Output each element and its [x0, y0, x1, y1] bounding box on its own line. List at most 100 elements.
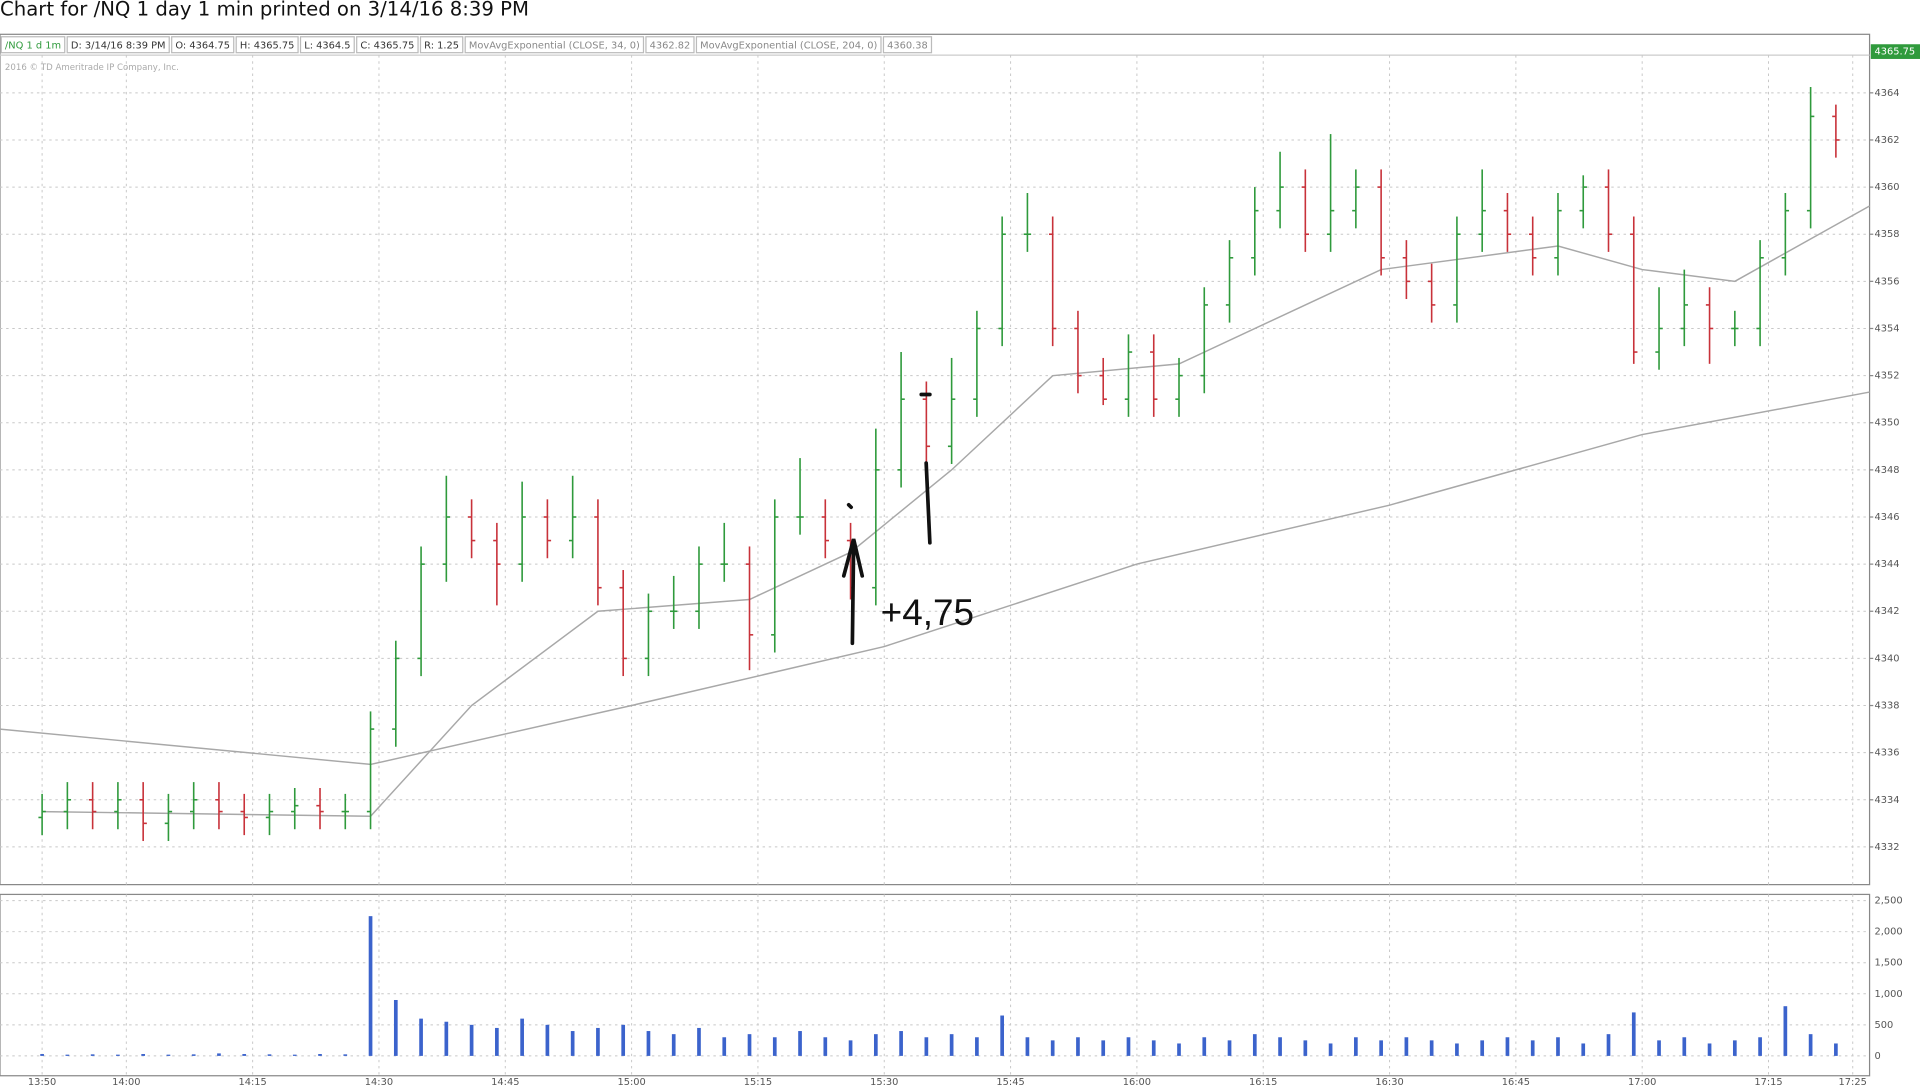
- volume-bar: [1328, 1043, 1333, 1056]
- info-box: [171, 36, 235, 54]
- copyright: 2016 © TD Ameritrade IP Company, Inc.: [5, 63, 179, 73]
- volume-bar: [242, 1054, 247, 1056]
- volume-bar: [1126, 1037, 1131, 1056]
- x-tick-label: 15:45: [996, 1077, 1024, 1088]
- ohlc-bar: [1427, 263, 1436, 323]
- ohlc-bar: [1301, 169, 1310, 252]
- ohlc-bar: [291, 787, 299, 830]
- volume-bar: [1025, 1037, 1030, 1056]
- info-item: D: 3/14/16 8:39 PM: [71, 40, 166, 51]
- ohlc-bar: [114, 782, 122, 830]
- volume-bar: [975, 1037, 979, 1056]
- y-tick-label: 4348: [1874, 465, 1899, 476]
- volume-bar: [823, 1037, 828, 1056]
- info-item: L: 4364.5: [304, 40, 350, 51]
- volume-bar: [1783, 1006, 1788, 1056]
- volume-bar: [267, 1054, 272, 1056]
- x-tick-label: 16:45: [1502, 1077, 1530, 1088]
- ohlc-bar: [543, 499, 552, 559]
- ohlc-bar: [1200, 287, 1208, 394]
- volume-bar: [1101, 1040, 1106, 1056]
- ohlc-bar: [1630, 216, 1638, 364]
- info-item: 4362.82: [650, 40, 691, 51]
- volume-bar: [1177, 1043, 1181, 1056]
- info-item: 4360.38: [887, 40, 928, 51]
- x-tick-label: 17:00: [1628, 1077, 1656, 1088]
- volume-bar: [1732, 1040, 1737, 1056]
- y-tick-label: 4360: [1874, 182, 1899, 193]
- volume-bar: [1303, 1040, 1308, 1056]
- ohlc-bar: [1655, 287, 1663, 370]
- volume-bar: [949, 1034, 954, 1056]
- ohlc-bar: [1680, 269, 1688, 347]
- x-tick-label: 14:15: [238, 1077, 266, 1088]
- y-tick-label: 4340: [1874, 653, 1899, 664]
- stroke-mark: [924, 461, 932, 545]
- volume-bar: [444, 1021, 449, 1056]
- ohlc-bar: [897, 352, 905, 488]
- y-tick-label: 4352: [1874, 371, 1899, 382]
- ohlc-bar: [1048, 216, 1057, 347]
- ohlc-bar: [973, 310, 981, 417]
- volume-bar: [646, 1031, 651, 1056]
- info-item: R: 1.25: [424, 40, 459, 51]
- last-price-marker: [1870, 44, 1920, 59]
- ohlc-bar: [568, 475, 577, 559]
- volume-bar: [798, 1031, 802, 1056]
- moving-average: [0, 391, 1870, 766]
- dot-mark: [846, 392, 932, 510]
- ohlc-bar: [240, 793, 248, 836]
- y-tick-label: 4358: [1874, 229, 1899, 240]
- y-tick-label: 4350: [1874, 418, 1899, 429]
- volume-bar: [1050, 1040, 1055, 1056]
- y-tick-label: 4344: [1874, 559, 1899, 570]
- ohlc-bar: [1832, 104, 1840, 158]
- page-title: Chart for /NQ 1 day 1 min printed on 3/1…: [0, 0, 529, 20]
- info-box: [882, 36, 933, 54]
- ohlc-bar: [619, 570, 627, 677]
- x-tick-label: 15:30: [870, 1077, 898, 1088]
- x-tick-label: 13:50: [28, 1077, 56, 1088]
- hand-annotation: [841, 392, 932, 646]
- volume-bar: [40, 1054, 44, 1056]
- info-box: [419, 36, 464, 54]
- ohlc-bar: [1478, 169, 1486, 252]
- volume-bar: [924, 1037, 929, 1056]
- moving-average: [42, 205, 1870, 817]
- ohlc-bar: [1731, 310, 1739, 347]
- volume-bar: [318, 1054, 322, 1056]
- volume-bar: [495, 1027, 499, 1056]
- ohlc-bar: [998, 216, 1006, 347]
- ohlc-bar: [467, 499, 476, 559]
- volume-bar: [90, 1054, 95, 1056]
- volume-bar: [166, 1054, 171, 1056]
- volume-bar: [1480, 1040, 1485, 1056]
- volume-bar: [1556, 1037, 1560, 1056]
- volume-bar: [747, 1034, 752, 1056]
- y-tick-label: 4364: [1874, 88, 1899, 99]
- y-tick-label: 4336: [1874, 748, 1899, 759]
- ohlc-bar: [1453, 216, 1461, 323]
- volume-bar: [1000, 1015, 1005, 1056]
- ohlc-bar: [38, 793, 46, 836]
- x-tick-label: 16:15: [1249, 1077, 1277, 1088]
- ohlc-bar: [594, 499, 602, 606]
- ohlc-bar: [1604, 169, 1613, 252]
- x-tick-label: 17:15: [1754, 1077, 1782, 1088]
- volume-bar: [1606, 1034, 1611, 1056]
- ohlc-bar: [745, 546, 754, 671]
- ohlc-bar: [139, 782, 147, 842]
- info-box: [66, 36, 170, 54]
- ohlc-bar: [1326, 134, 1335, 252]
- y-tick-label: 2,500: [1874, 896, 1902, 907]
- ohlc-bar: [670, 575, 678, 629]
- info-item: MovAvgExponential (CLOSE, 34, 0): [469, 40, 640, 51]
- volume-bar: [1076, 1037, 1080, 1056]
- ohlc-bar: [1099, 357, 1107, 406]
- y-tick-label: 4342: [1874, 606, 1899, 617]
- ohlc-bar: [1276, 151, 1284, 229]
- volume-bar: [596, 1027, 600, 1056]
- ohlc-bar: [1352, 169, 1360, 229]
- info-box: [356, 36, 419, 54]
- x-tick-label: 14:00: [112, 1077, 140, 1088]
